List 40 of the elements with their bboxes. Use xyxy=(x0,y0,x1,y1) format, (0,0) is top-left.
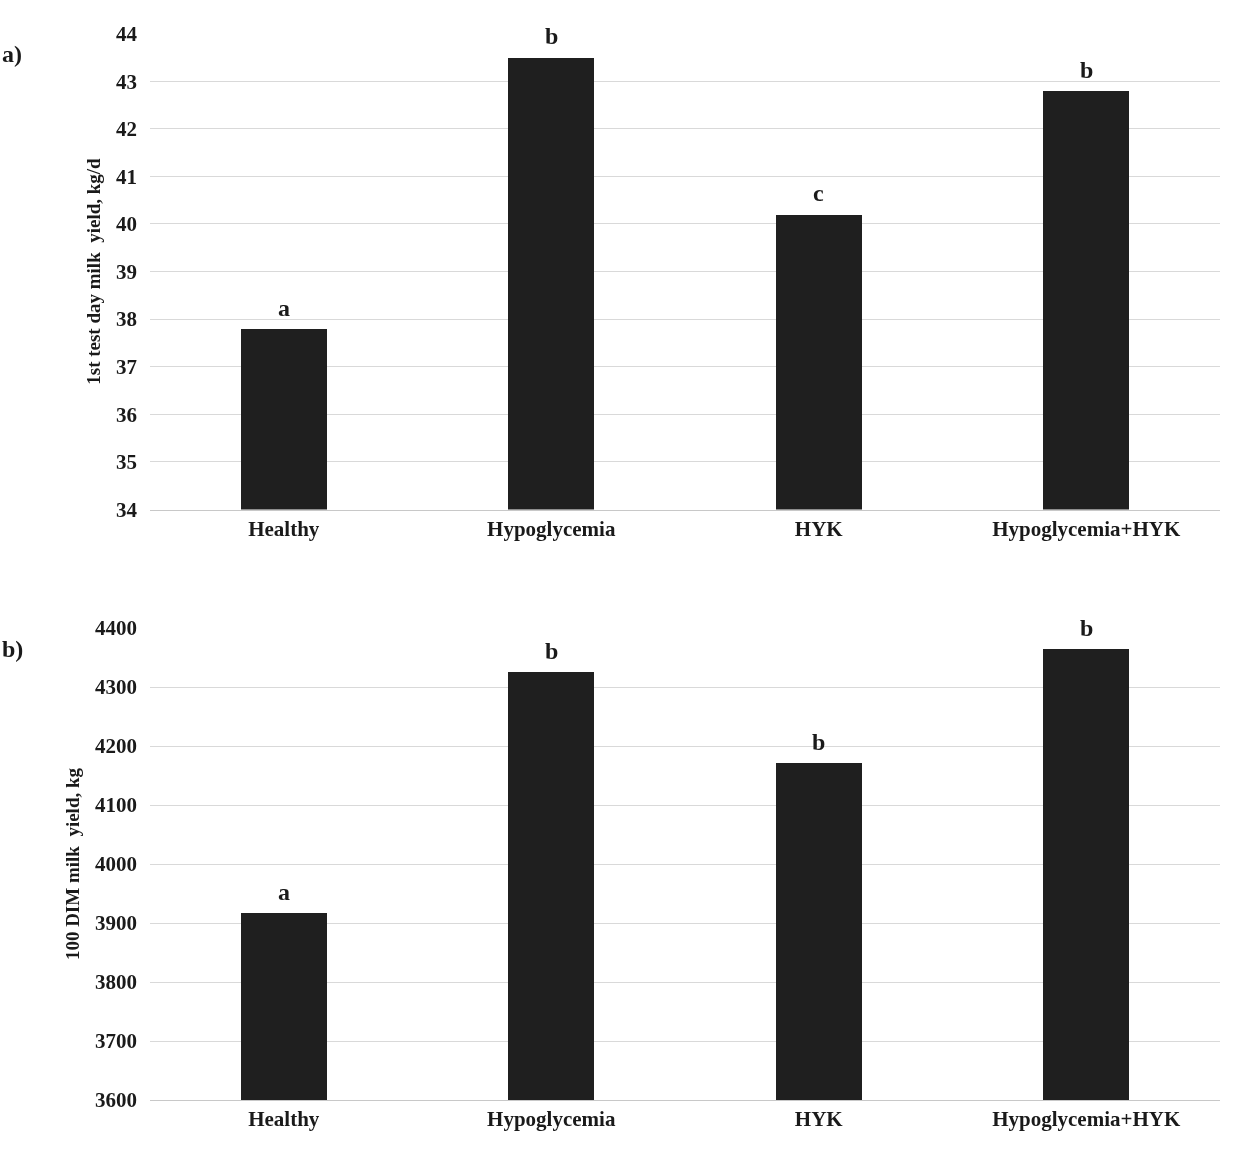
y-tick-label: 3600 xyxy=(95,1088,137,1113)
annotation: b xyxy=(1080,615,1094,641)
y-tick-label: 42 xyxy=(116,117,137,142)
chart-title: a) xyxy=(2,41,22,67)
y-axis-title: 1st test day milk yield, kg/d xyxy=(82,157,104,385)
y-tick-label: 4400 xyxy=(95,616,137,641)
chart-title: b) xyxy=(2,636,24,662)
x-tick-label: Healthy xyxy=(248,1107,320,1132)
x-tick-label: HYK xyxy=(794,516,844,541)
y-tick-label: 4000 xyxy=(95,852,137,877)
y-tick-label: 4100 xyxy=(95,793,137,818)
y-tick-label: 36 xyxy=(116,402,137,427)
y-tick-label: 3900 xyxy=(95,911,137,936)
x-tick-label: Hypoglycemia xyxy=(487,516,616,541)
y-axis-title: 100 DIM milk yield, kg xyxy=(61,767,83,961)
y-tick-label: 37 xyxy=(116,355,137,380)
y-tick-label: 39 xyxy=(116,259,137,284)
annotation: b xyxy=(545,23,559,49)
y-tick-label: 34 xyxy=(116,497,138,522)
y-tick-label: 3700 xyxy=(95,1029,137,1054)
annotation: a xyxy=(278,295,290,321)
y-tick-label: 4300 xyxy=(95,675,137,700)
y-tick-label: 4200 xyxy=(95,734,137,759)
annotation: a xyxy=(278,879,290,905)
y-tick-label: 43 xyxy=(116,69,137,94)
annotation: b xyxy=(545,638,559,664)
annotation: b xyxy=(1080,57,1094,83)
x-tick-label: Healthy xyxy=(248,516,320,541)
y-tick-label: 41 xyxy=(116,164,137,189)
y-tick-label: 35 xyxy=(116,450,137,475)
x-tick-label: HYK xyxy=(794,1107,844,1132)
x-tick-label: Hypoglycemia xyxy=(487,1107,616,1132)
y-tick-label: 40 xyxy=(116,212,137,237)
x-tick-label: Hypoglycemia+HYK xyxy=(992,516,1181,541)
y-tick-label: 38 xyxy=(116,307,137,332)
annotation: b xyxy=(812,729,826,755)
annotation: c xyxy=(813,180,824,206)
y-tick-label: 3800 xyxy=(95,970,137,995)
x-tick-label: Hypoglycemia+HYK xyxy=(992,1107,1181,1132)
y-tick-label: 44 xyxy=(116,21,138,46)
